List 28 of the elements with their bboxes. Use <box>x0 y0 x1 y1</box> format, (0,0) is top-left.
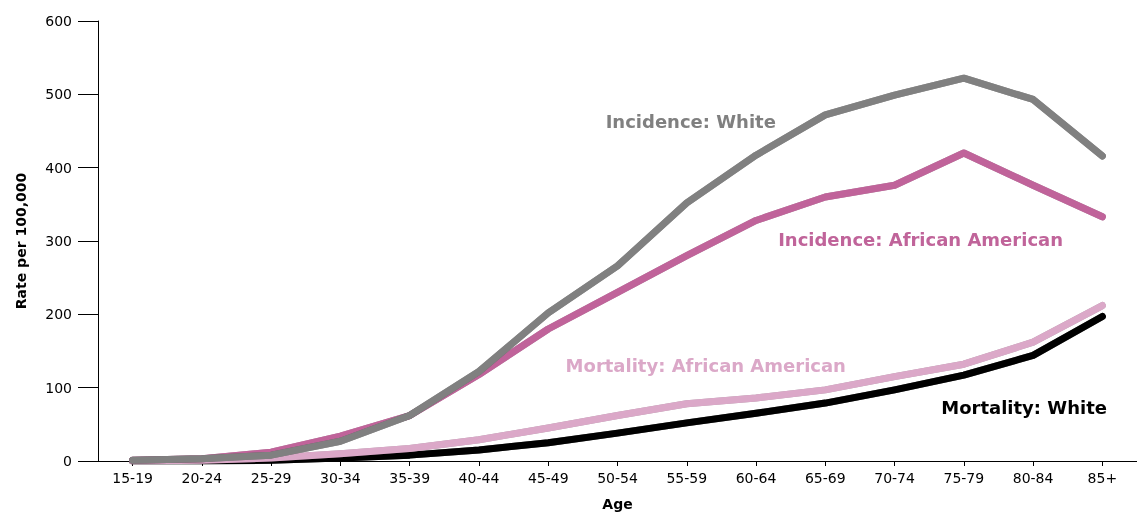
x-tick-label: 15-19 <box>112 470 153 486</box>
y-tick-label: 100 <box>45 379 72 396</box>
x-tick-label: 45-49 <box>527 470 569 486</box>
x-tick-label: 40-44 <box>458 470 500 486</box>
y-tick-label: 200 <box>45 306 72 323</box>
x-tick-label: 55-59 <box>666 470 708 486</box>
y-axis-title: Rate per 100,000 <box>13 172 29 310</box>
x-tick-label: 60-64 <box>735 470 777 486</box>
x-tick-label: 70-74 <box>874 470 915 486</box>
x-tick-label: 75-79 <box>943 470 985 486</box>
x-tick-label: 80-84 <box>1012 470 1054 486</box>
y-tick-label: 400 <box>45 159 72 176</box>
x-tick-label: 25-29 <box>250 470 292 486</box>
series-label: Mortality: White <box>941 396 1107 418</box>
x-tick-label: 50-54 <box>597 470 638 486</box>
x-tick-label: 35-39 <box>389 470 431 486</box>
series-label: Incidence: African American <box>778 228 1064 250</box>
x-tick-label: 85+ <box>1087 470 1118 486</box>
y-tick-label: 300 <box>45 233 72 249</box>
series-label: Mortality: African American <box>565 355 846 377</box>
x-tick-label: 20-24 <box>181 470 223 486</box>
y-tick-label: 0 <box>63 453 72 469</box>
y-tick-label: 500 <box>45 86 72 103</box>
y-tick-label: 600 <box>45 13 72 29</box>
x-axis-title: Age <box>602 496 633 512</box>
series-label: Incidence: White <box>605 111 776 133</box>
x-tick-label: 65-69 <box>804 470 846 486</box>
x-tick-label: 30-34 <box>320 470 361 486</box>
